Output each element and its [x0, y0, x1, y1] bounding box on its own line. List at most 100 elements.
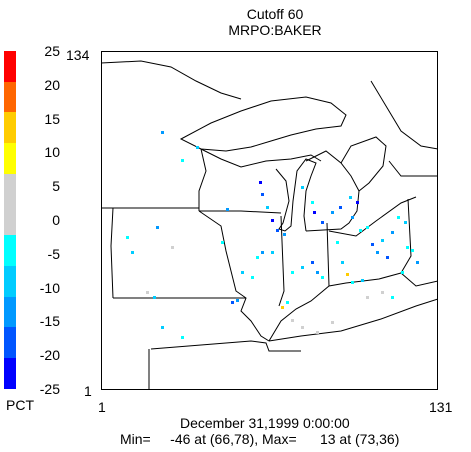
- data-cell: [271, 251, 274, 254]
- data-cell: [316, 331, 319, 334]
- map-plot-area: [101, 51, 438, 390]
- legend-tick-label: 15: [44, 110, 60, 127]
- legend-tick-label: 25: [44, 43, 60, 59]
- data-cell: [261, 193, 264, 196]
- data-cell: [241, 271, 244, 274]
- data-cell: [286, 301, 289, 304]
- legend-tick-label: 20: [44, 76, 60, 93]
- data-cell: [226, 208, 229, 211]
- data-cell: [181, 159, 184, 162]
- data-cell: [321, 276, 324, 279]
- data-cell: [291, 271, 294, 274]
- data-cell: [301, 186, 304, 189]
- data-cell: [416, 261, 419, 264]
- data-cell: [359, 229, 362, 232]
- data-cell: [339, 206, 342, 209]
- data-cell: [291, 319, 294, 322]
- legend-tick-label: -10: [39, 279, 60, 296]
- data-cell: [251, 276, 254, 279]
- data-cell: [366, 296, 369, 299]
- data-cell: [361, 279, 364, 282]
- data-cell: [386, 256, 389, 259]
- color-legend-bar: [4, 51, 16, 389]
- data-cell: [404, 221, 407, 224]
- map-title: Cutoff 60: [246, 6, 304, 22]
- data-cell: [301, 266, 304, 269]
- data-cell: [381, 291, 384, 294]
- data-cell: [321, 221, 324, 224]
- data-cell: [256, 256, 259, 259]
- footer-stats: Min= -46 at (66,78), Max= 13 at (73,36): [120, 431, 400, 447]
- data-cell: [261, 251, 264, 254]
- legend-color-band: [4, 296, 16, 328]
- legend-color-band: [4, 235, 16, 267]
- data-cell: [356, 201, 359, 204]
- data-cell: [131, 251, 134, 254]
- data-cell: [301, 326, 304, 329]
- data-cell: [266, 206, 269, 209]
- legend-tick-label: 5: [52, 178, 60, 195]
- data-cell: [351, 216, 354, 219]
- data-cell: [281, 306, 284, 309]
- data-cell: [311, 201, 314, 204]
- x-axis-max-label: 131: [429, 399, 453, 415]
- data-cell: [221, 241, 224, 244]
- data-cell: [126, 236, 129, 239]
- data-cell: [171, 246, 174, 249]
- data-cell: [346, 273, 349, 276]
- data-cell: [161, 131, 164, 134]
- data-cell: [259, 181, 262, 184]
- data-cell: [376, 251, 379, 254]
- data-cell: [283, 233, 286, 236]
- data-cell: [331, 211, 334, 214]
- map-subtitle: MRPO:BAKER: [228, 22, 322, 38]
- legend-tick-label: -25: [39, 381, 60, 397]
- y-axis-max-label: 134: [66, 47, 90, 63]
- footer-date: December 31,1999 0:00:00: [180, 415, 350, 431]
- data-cell: [366, 226, 369, 229]
- state-boundaries: [101, 60, 438, 390]
- y-axis-min-label: 1: [84, 383, 92, 399]
- legend-color-band: [4, 204, 16, 236]
- data-cell: [391, 231, 394, 234]
- data-cell: [236, 299, 239, 302]
- data-cell: [349, 196, 352, 199]
- data-cell: [391, 296, 394, 299]
- data-cell: [196, 146, 199, 149]
- data-cell: [271, 219, 274, 222]
- legend-color-band: [4, 143, 16, 174]
- data-cell: [231, 301, 234, 304]
- data-cell: [371, 243, 374, 246]
- legend-unit-label: PCT: [6, 397, 34, 413]
- data-cell: [341, 261, 344, 264]
- legend-tick-label: -20: [39, 347, 60, 364]
- legend-color-band: [4, 81, 16, 113]
- data-cells: [126, 131, 419, 339]
- data-cell: [336, 241, 339, 244]
- legend-color-band: [4, 327, 16, 359]
- data-cell: [161, 326, 164, 329]
- data-cell: [351, 281, 354, 284]
- data-cell: [276, 229, 279, 232]
- legend-tick-label: 10: [44, 144, 60, 161]
- legend-color-band: [4, 266, 16, 297]
- legend-color-band: [4, 51, 16, 82]
- data-cell: [156, 226, 159, 229]
- data-cell: [316, 271, 319, 274]
- x-axis-min-label: 1: [98, 399, 106, 415]
- data-cell: [313, 211, 316, 214]
- plot-frame: [101, 51, 438, 390]
- legend-tick-label: -5: [47, 245, 60, 262]
- data-cell: [406, 246, 409, 249]
- data-cell: [397, 216, 400, 219]
- data-cell: [146, 291, 149, 294]
- data-cell: [181, 336, 184, 339]
- legend-tick-label: 0: [52, 212, 60, 228]
- data-cell: [153, 296, 156, 299]
- legend-color-band: [4, 112, 16, 144]
- data-cell: [331, 321, 334, 324]
- data-cell: [411, 249, 414, 252]
- data-cell: [381, 239, 384, 242]
- data-cell: [401, 271, 404, 274]
- data-cell: [311, 261, 314, 264]
